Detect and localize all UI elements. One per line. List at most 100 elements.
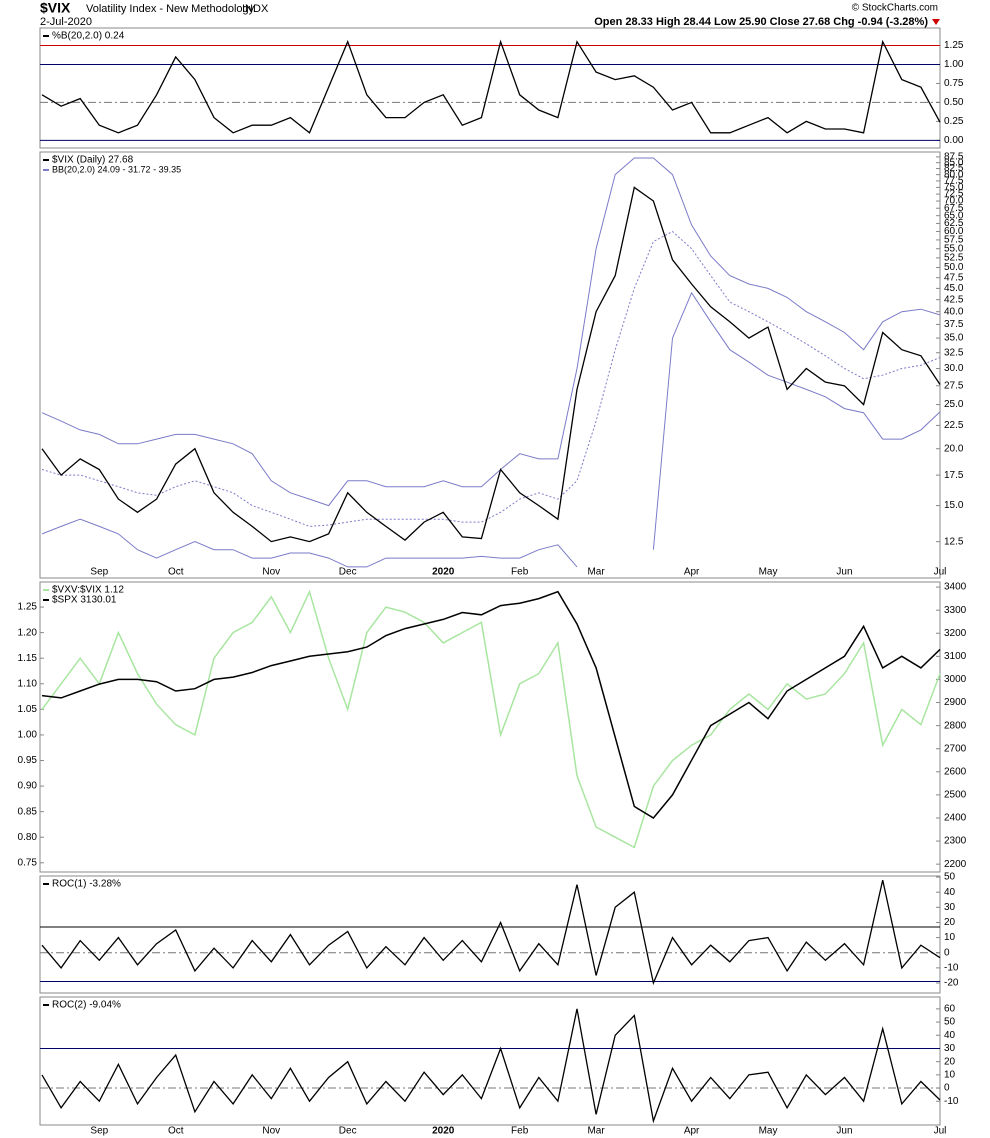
panel-frame (39, 581, 941, 873)
y-tick-label: 22.5 (944, 420, 964, 431)
date: 2-Jul-2020 (40, 16, 92, 28)
y-tick-label: -10 (944, 1096, 959, 1107)
x-tick-label: Apr (684, 567, 700, 578)
x-tick-label: May (759, 1126, 778, 1137)
lower-band (652, 291, 941, 550)
legend-label: ROC(2) -9.04% (52, 1000, 121, 1011)
credit: © StockCharts.com (852, 3, 938, 14)
y-tick-label: 0.80 (18, 832, 38, 843)
y-tick-label: 0.00 (944, 135, 964, 146)
y-tick-label: 0.75 (18, 857, 38, 868)
y-tick-label: 60.0 (944, 226, 964, 237)
legend-label: $VXV:$VIX 1.12 (52, 585, 124, 596)
series-line (41, 589, 941, 849)
y-tick-label: 85.0 (944, 157, 964, 168)
y-tick-label: 30 (944, 902, 956, 913)
y2-tick-label: 2700 (944, 743, 967, 754)
x-tick-label: Nov (262, 567, 280, 578)
y-tick-label: 0 (944, 1083, 950, 1094)
x-tick-label: Nov (262, 1126, 280, 1137)
y-tick-label: 25.0 (944, 399, 964, 410)
y-tick-label: 30 (944, 1043, 956, 1054)
y-tick-label: 67.5 (944, 203, 964, 214)
y-tick-label: 50 (944, 872, 956, 883)
y-tick-label: 0.50 (944, 97, 964, 108)
series-line (41, 590, 941, 819)
x-tick-label: Dec (339, 567, 357, 578)
y2-tick-label: 3000 (944, 674, 967, 685)
y-tick-label: 55.0 (944, 243, 964, 254)
y-tick-label: 1.15 (18, 653, 38, 664)
y-tick-label: 57.5 (944, 235, 964, 246)
y-tick-label: 40 (944, 1030, 956, 1041)
y-tick-label: -10 (944, 963, 959, 974)
y-tick-label: 77.5 (944, 176, 964, 187)
panel-frame (39, 875, 941, 994)
panel-frame (39, 151, 941, 579)
y-tick-label: 1.25 (18, 602, 38, 613)
y2-tick-label: 3400 (944, 582, 967, 593)
series-line (41, 879, 941, 986)
y-tick-label: 15.0 (944, 500, 964, 511)
quote: Open 28.33 High 28.44 Low 25.90 Close 27… (594, 16, 928, 28)
x-tick-label: Feb (511, 1126, 529, 1137)
y-tick-label: 30.0 (944, 363, 964, 374)
y-tick-label: 75.0 (944, 182, 964, 193)
x-tick-label: Mar (587, 1126, 605, 1137)
down-arrow (932, 19, 940, 25)
x-tick-label: Jul (934, 1126, 947, 1137)
y2-tick-label: 2500 (944, 790, 967, 801)
y-tick-label: 1.20 (18, 627, 38, 638)
y-tick-label: 12.5 (944, 536, 964, 547)
legend-label: $VIX (Daily) 27.68 (52, 155, 134, 166)
x-tick-label: Sep (90, 567, 108, 578)
y-tick-label: 50 (944, 1017, 956, 1028)
x-tick-label: Jun (836, 567, 852, 578)
y-tick-label: 1.10 (18, 678, 38, 689)
panel-frame (39, 27, 941, 149)
x-tick-label: Jun (836, 1126, 852, 1137)
series-line (41, 1008, 941, 1124)
y-tick-label: 70.0 (944, 196, 964, 207)
y2-tick-label: 3100 (944, 651, 967, 662)
y-tick-label: 20 (944, 1056, 956, 1067)
y-tick-label: 65.0 (944, 210, 964, 221)
y-tick-label: 1.00 (944, 59, 964, 70)
y-tick-label: 40.0 (944, 306, 964, 317)
series-line (41, 39, 941, 134)
y-tick-label: 0.25 (944, 116, 964, 127)
middle-band (41, 230, 941, 527)
y-tick-label: 40 (944, 887, 956, 898)
y2-tick-label: 3200 (944, 628, 967, 639)
x-tick-label: Apr (684, 1126, 700, 1137)
legend-label: $SPX 3130.01 (52, 595, 117, 606)
y-tick-label: 20 (944, 917, 956, 928)
x-tick-label: Oct (168, 1126, 184, 1137)
x-tick-label: Mar (587, 567, 605, 578)
y-tick-label: -20 (944, 978, 959, 989)
y-tick-label: 17.5 (944, 470, 964, 481)
y-tick-label: 52.5 (944, 253, 964, 264)
y-tick-label: 20.0 (944, 443, 964, 454)
y-tick-label: 0.85 (18, 806, 38, 817)
y-tick-label: 42.5 (944, 294, 964, 305)
y-tick-label: 60 (944, 1004, 956, 1015)
y-tick-label: 27.5 (944, 380, 964, 391)
y-tick-label: 82.5 (944, 163, 964, 174)
y-tick-label: 47.5 (944, 272, 964, 283)
series-line (41, 186, 941, 543)
y-tick-label: 37.5 (944, 319, 964, 330)
y-tick-label: 0.90 (18, 781, 38, 792)
y-tick-label: 87.5 (944, 152, 964, 163)
x-tick-label: Oct (168, 567, 184, 578)
y-tick-label: 62.5 (944, 218, 964, 229)
upper-band (41, 157, 941, 507)
y2-tick-label: 2400 (944, 813, 967, 824)
y2-tick-label: 2200 (944, 859, 967, 870)
lower-band (41, 518, 578, 568)
y-tick-label: 1.00 (18, 730, 38, 741)
x-tick-label: Feb (511, 567, 529, 578)
y2-tick-label: 2600 (944, 766, 967, 777)
legend-label: %B(20,2.0) 0.24 (52, 31, 125, 42)
